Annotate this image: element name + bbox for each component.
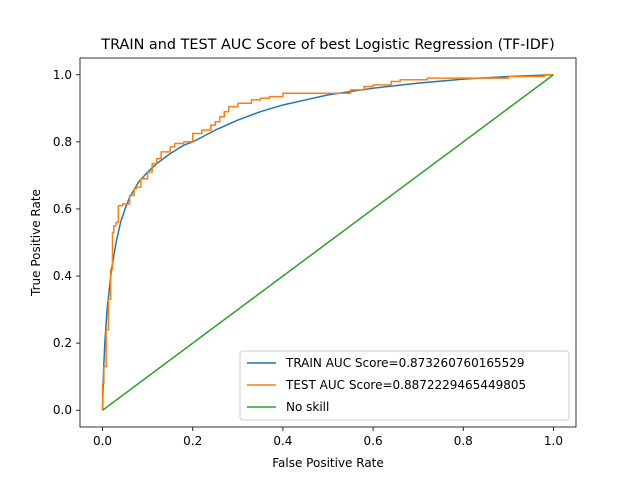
- series-layer: [101, 74, 554, 411]
- legend-label-test: TEST AUC Score=0.8872229465449805: [285, 378, 526, 392]
- x-tick-label: 0.2: [183, 434, 202, 448]
- x-tick-label: 1.0: [544, 434, 563, 448]
- chart-title: TRAIN and TEST AUC Score of best Logisti…: [100, 37, 554, 53]
- x-tick-label: 0.8: [454, 434, 473, 448]
- legend: TRAIN AUC Score=0.873260760165529 TEST A…: [239, 350, 570, 421]
- legend-label-train: TRAIN AUC Score=0.873260760165529: [285, 356, 525, 370]
- x-tick-label: 0.6: [364, 434, 383, 448]
- axes-frame: [79, 57, 577, 428]
- y-axis-ticks: 0.0 0.2 0.4 0.6 0.8 1.0: [53, 68, 80, 417]
- legend-box: [239, 350, 570, 421]
- y-tick-label: 0.8: [53, 135, 72, 149]
- x-axis-label: False Positive Rate: [272, 456, 384, 470]
- legend-label-noskill: No skill: [286, 400, 329, 414]
- y-tick-label: 1.0: [53, 68, 72, 82]
- x-tick-label: 0.4: [273, 434, 292, 448]
- series-line-no-skill: [102, 74, 554, 411]
- y-tick-label: 0.0: [53, 403, 72, 417]
- series-line-test: [101, 74, 554, 411]
- y-tick-label: 0.2: [53, 336, 72, 350]
- x-tick-label: 0.0: [93, 434, 112, 448]
- y-axis-label: True Positive Rate: [29, 189, 43, 297]
- y-tick-label: 0.6: [53, 202, 72, 216]
- y-tick-label: 0.4: [53, 269, 72, 283]
- x-axis-ticks: 0.0 0.2 0.4 0.6 0.8 1.0: [93, 427, 563, 448]
